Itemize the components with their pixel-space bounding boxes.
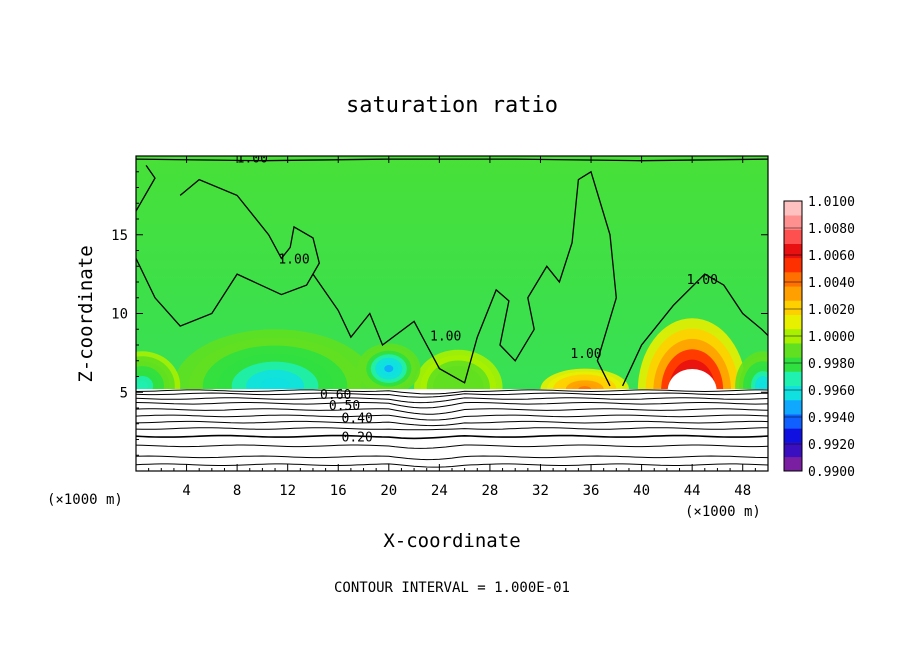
colorbar-swatch [784, 442, 802, 458]
x-tick-label: 8 [233, 483, 241, 499]
colorbar-swatch [784, 215, 802, 230]
colorbar-label: 1.0080 [808, 222, 855, 237]
x-tick-label: 32 [532, 483, 549, 499]
x-tick-label: 28 [481, 483, 498, 499]
chart-title: saturation ratio [346, 93, 558, 118]
contour-label: 1.00 [687, 273, 718, 288]
colorbar-swatch [784, 314, 802, 330]
colorbar-swatch [784, 456, 802, 472]
colorbar-swatch [784, 201, 802, 216]
contour-layer: 1.00 1.00 1.00 1.00 1.00 0.600.500.40 0.20 [136, 152, 768, 468]
contour-label: 1.00 [570, 347, 601, 362]
contour-label: 1.00 [237, 152, 268, 167]
colorbar-swatch [784, 343, 802, 358]
colorbar-swatch [784, 371, 802, 387]
contour-line [136, 392, 768, 398]
colorbar-swatch [784, 257, 802, 273]
contour-line [136, 444, 768, 449]
colorbar: 1.0100 1.0080 1.0060 1.0040 1.0020 1.0000 0.99… [783, 195, 855, 480]
contour-interval-footer: CONTOUR INTERVAL = 1.000E-01 [334, 580, 570, 596]
contour-label: 0.40 [342, 411, 373, 426]
contour-label: 0.50 [329, 399, 360, 414]
contour-line [136, 420, 768, 427]
saturation-contour [136, 178, 320, 327]
colorbar-swatch [784, 243, 802, 259]
x-unit-right: (×1000 m) [685, 504, 761, 520]
colorbar-label: 1.0000 [808, 330, 855, 345]
contour-line [136, 455, 768, 461]
x-tick-label: 36 [583, 483, 600, 499]
x-axis-label: X-coordinate [383, 530, 520, 552]
field-band [384, 365, 394, 373]
contour-line [136, 463, 768, 468]
saturation-contour [136, 158, 768, 162]
contour-line [136, 408, 768, 415]
lower-layer-fill [136, 389, 768, 471]
contour-line [136, 397, 768, 404]
colorbar-label: 0.9980 [808, 357, 855, 372]
contour-line [136, 389, 768, 395]
colorbar-label: 0.9940 [808, 411, 855, 426]
colorbar-label: 0.9920 [808, 438, 855, 453]
x-unit-left: (×1000 m) [47, 492, 123, 508]
x-tick-label: 44 [684, 483, 701, 499]
colorbar-swatch [784, 229, 802, 244]
contour-label: 0.20 [342, 430, 373, 445]
x-tick-label: 12 [279, 483, 296, 499]
colorbar-swatch [784, 286, 802, 301]
colorbar-swatch [784, 357, 802, 372]
colorbar-label: 0.9960 [808, 384, 855, 399]
colorbar-swatch [784, 300, 802, 315]
field-anomaly [357, 343, 421, 394]
colorbar-swatch [784, 428, 802, 443]
colorbar-label: 0.9900 [808, 465, 855, 480]
contour-line [136, 414, 768, 421]
contour-line [136, 434, 768, 440]
colorbar-swatch [784, 414, 802, 429]
colorbar-label: 1.0100 [808, 195, 855, 210]
saturation-contour [136, 165, 156, 212]
colorbar-swatch [784, 385, 802, 401]
contour-label: 0.60 [320, 388, 351, 403]
saturation-contour [312, 170, 617, 387]
field-band [758, 381, 767, 391]
x-tick-label: 20 [380, 483, 397, 499]
y-tick-label: 5 [120, 385, 128, 401]
contour-line [136, 402, 768, 409]
field-band [136, 381, 148, 391]
y-axis-label: Z-coordinate [75, 245, 97, 382]
x-tick-label: 4 [182, 483, 190, 499]
x-tick-label: 48 [734, 483, 751, 499]
colorbar-label: 1.0020 [808, 303, 855, 318]
x-tick-label: 24 [431, 483, 448, 499]
colorbar-label: 1.0060 [808, 249, 855, 264]
y-tick-label: 10 [111, 307, 128, 323]
colorbar-label: 1.0040 [808, 276, 855, 291]
y-tick-label: 15 [111, 228, 128, 244]
contour-label: 1.00 [278, 252, 309, 267]
colorbar-swatch [784, 272, 802, 287]
contour-label: 1.00 [430, 330, 461, 345]
contour-line [136, 427, 768, 431]
x-tick-label: 40 [633, 483, 650, 499]
x-tick-label: 16 [330, 483, 347, 499]
colorbar-swatch [784, 399, 802, 415]
saturation-contour [622, 273, 768, 387]
